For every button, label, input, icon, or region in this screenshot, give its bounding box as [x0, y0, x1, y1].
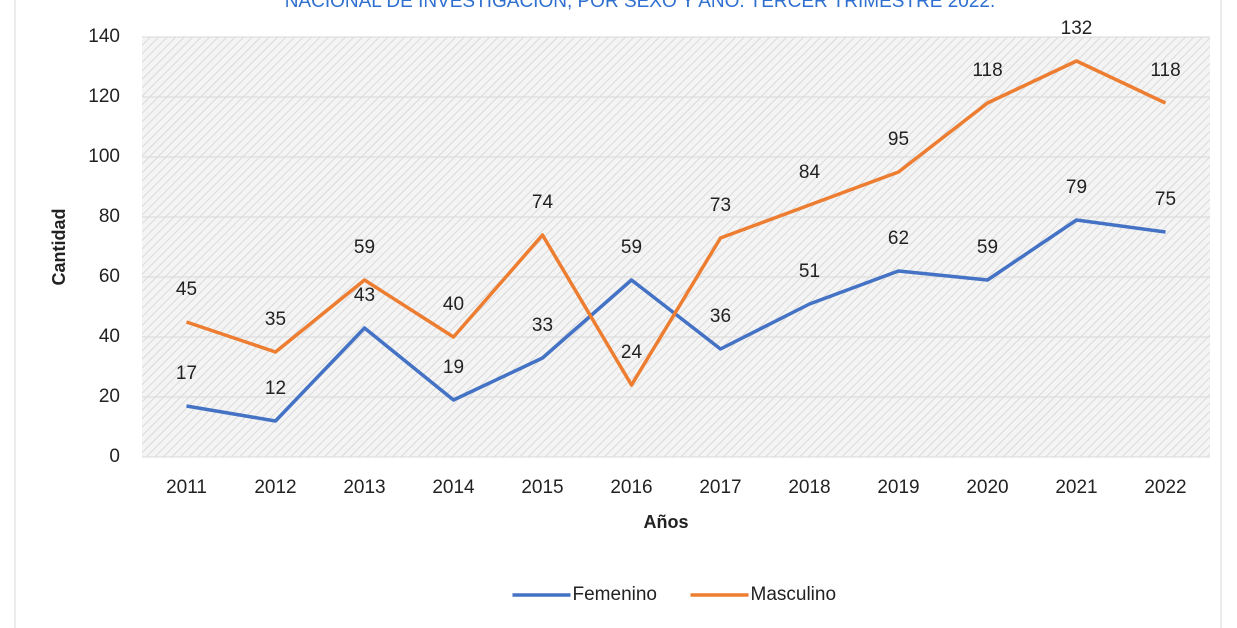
x-tick-label: 2014 — [432, 477, 475, 498]
data-label: 12 — [265, 378, 286, 399]
x-tick-label: 2021 — [1055, 477, 1097, 498]
y-tick-label: 40 — [99, 326, 120, 347]
chart-title: NACIONAL DE INVESTIGACIÓN, POR SEXO Y AÑ… — [285, 0, 996, 12]
plot-area — [142, 37, 1210, 457]
chart-border — [14, 0, 1222, 628]
x-tick-label: 2011 — [166, 477, 207, 498]
data-label: 118 — [1150, 60, 1180, 81]
data-label: 59 — [621, 237, 642, 258]
data-label: 62 — [888, 228, 909, 249]
x-tick-label: 2019 — [877, 477, 919, 498]
x-tick-label: 2012 — [254, 477, 296, 498]
data-label: 79 — [1066, 177, 1087, 198]
data-label: 132 — [1061, 18, 1093, 39]
data-label: 35 — [265, 309, 286, 330]
y-tick-label: 80 — [99, 206, 120, 227]
x-tick-label: 2018 — [788, 477, 830, 498]
data-label: 45 — [176, 279, 197, 300]
data-label: 43 — [354, 285, 375, 306]
data-label: 59 — [977, 237, 998, 258]
data-label: 75 — [1155, 189, 1176, 210]
data-label: 95 — [888, 129, 909, 150]
y-tick-label: 120 — [88, 86, 120, 107]
data-label: 36 — [710, 306, 731, 327]
data-label: 33 — [532, 315, 553, 336]
data-label: 84 — [799, 162, 821, 183]
series-line — [185, 59, 1167, 387]
data-label: 51 — [799, 261, 820, 282]
x-tick-label: 2013 — [343, 477, 385, 498]
x-tick-label: 2016 — [610, 477, 652, 498]
x-axis-title: Años — [644, 512, 689, 532]
data-label: 19 — [443, 357, 464, 378]
data-label: 118 — [972, 60, 1002, 81]
data-label: 59 — [354, 237, 375, 258]
y-tick-label: 20 — [99, 386, 120, 407]
data-label: 24 — [621, 342, 643, 363]
y-axis-title: Cantidad — [49, 208, 69, 285]
y-tick-label: 60 — [99, 266, 120, 287]
data-label: 74 — [532, 192, 554, 213]
data-label: 40 — [443, 294, 464, 315]
x-tick-label: 2015 — [521, 477, 563, 498]
data-label: 17 — [176, 363, 197, 384]
x-tick-label: 2017 — [699, 477, 741, 498]
y-tick-label: 140 — [88, 26, 120, 47]
x-tick-label: 2020 — [966, 477, 1008, 498]
legend-label: Masculino — [751, 584, 837, 605]
data-label: 73 — [710, 195, 731, 216]
y-tick-label: 100 — [88, 146, 120, 167]
y-tick-label: 0 — [109, 446, 120, 467]
legend-label: Femenino — [573, 584, 658, 605]
x-tick-label: 2022 — [1144, 477, 1186, 498]
